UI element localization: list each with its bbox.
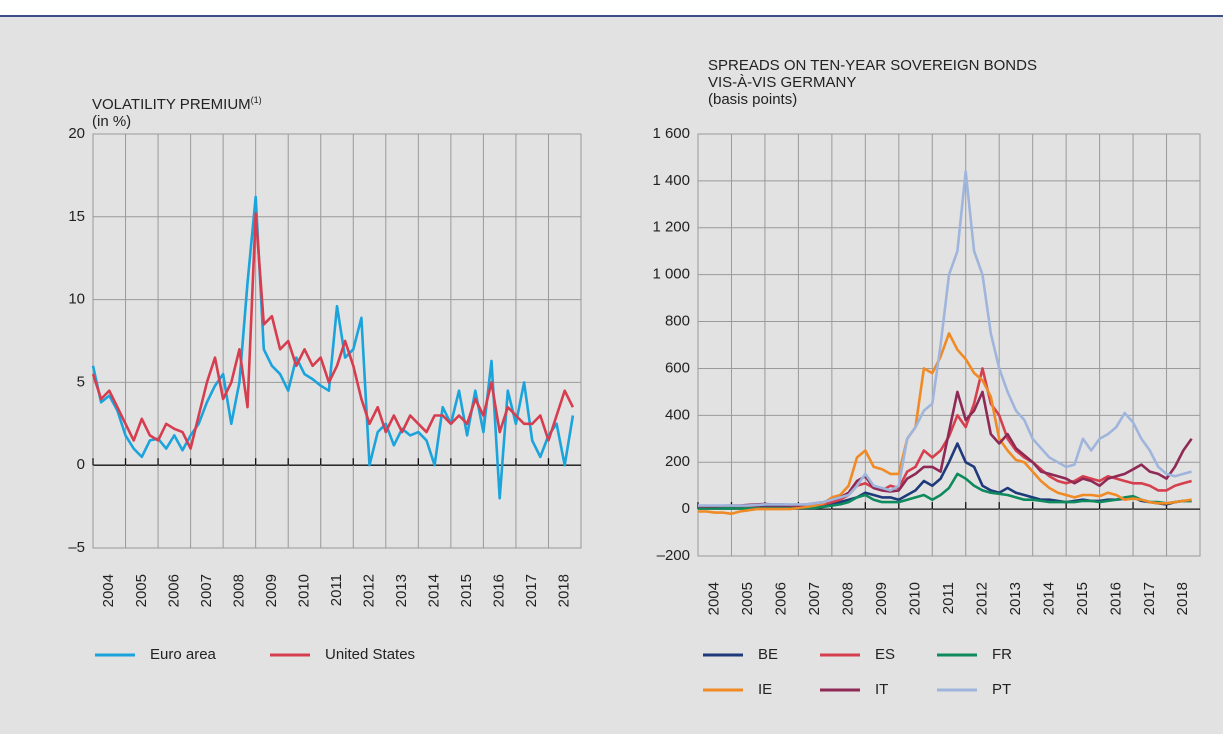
x-tick-label: 2006	[773, 582, 790, 615]
series-line	[698, 170, 1192, 507]
y-tick-label: 1 000	[652, 266, 690, 283]
x-tick-label: 2008	[230, 574, 247, 607]
x-tick-label: 2015	[458, 574, 475, 607]
x-tick-label: 2009	[263, 574, 280, 607]
x-tick-label: 2013	[1007, 582, 1024, 615]
x-tick-label: 2009	[873, 582, 890, 615]
x-tick-label: 2017	[523, 574, 540, 607]
y-tick-label: 1 400	[652, 172, 690, 189]
top-bar	[0, 0, 1223, 17]
chart-subtitle: (in %)	[92, 113, 132, 130]
title-note: (1)	[250, 95, 262, 105]
x-tick-label: 2014	[426, 574, 443, 607]
x-tick-label: 2015	[1074, 582, 1091, 615]
y-tick-label: 800	[665, 313, 690, 330]
x-tick-label: 2010	[907, 582, 924, 615]
legend-label: United States	[325, 646, 415, 663]
y-tick-label: 1 200	[652, 219, 690, 236]
x-tick-label: 2011	[940, 582, 957, 614]
legend-label: IE	[758, 681, 772, 698]
y-tick-label: 600	[665, 359, 690, 376]
x-tick-label: 2011	[328, 574, 345, 606]
x-tick-label: 2018	[1174, 582, 1191, 615]
x-tick-label: 2017	[1141, 582, 1158, 615]
chart-title-block: VOLATILITY PREMIUM(1) (in %)	[92, 92, 262, 130]
x-tick-label: 2007	[806, 582, 823, 615]
x-tick-label: 2016	[1107, 582, 1124, 615]
series-line	[698, 332, 1192, 516]
series-line	[698, 367, 1192, 510]
x-tick-label: 2007	[198, 574, 215, 607]
plot-frame	[92, 133, 582, 549]
x-tick-label: 2012	[973, 582, 990, 615]
x-tick-label: 2008	[840, 582, 857, 615]
x-tick-label: 2014	[1040, 582, 1057, 615]
y-tick-label: 20	[68, 125, 85, 142]
legend-label: Euro area	[150, 646, 217, 663]
y-tick-label: 0	[77, 456, 85, 473]
x-tick-label: 2016	[491, 574, 508, 607]
x-tick-label: 2012	[361, 574, 378, 607]
legend-label: BE	[758, 646, 778, 663]
legend-label: PT	[992, 681, 1011, 698]
plot-frame	[697, 133, 1201, 557]
x-tick-label: 2004	[706, 582, 723, 615]
chart-title: SPREADS ON TEN-YEAR SOVEREIGN BONDS VIS-…	[708, 57, 1037, 91]
y-tick-label: 5	[77, 373, 85, 390]
y-tick-label: 1 600	[652, 125, 690, 142]
legend-label: FR	[992, 646, 1012, 663]
series-line	[91, 195, 575, 500]
series-line	[698, 390, 1193, 508]
chart-subtitle: (basis points)	[708, 91, 798, 108]
y-tick-label: 400	[665, 406, 690, 423]
y-tick-label: 15	[68, 208, 85, 225]
x-tick-label: 2004	[100, 574, 117, 607]
series-line	[91, 212, 575, 450]
x-tick-label: 2013	[393, 574, 410, 607]
chart-title-block: SPREADS ON TEN-YEAR SOVEREIGN BONDS VIS-…	[708, 57, 1048, 108]
x-tick-label: 2006	[165, 574, 182, 607]
legend-label: ES	[875, 646, 895, 663]
x-tick-label: 2010	[295, 574, 312, 607]
legend-label: IT	[875, 681, 888, 698]
y-tick-label: –200	[657, 547, 690, 564]
y-tick-label: –5	[68, 539, 85, 556]
x-tick-label: 2005	[739, 582, 756, 615]
chart-title: VOLATILITY PREMIUM	[92, 96, 251, 113]
y-tick-label: 200	[665, 453, 690, 470]
y-tick-label: 0	[682, 500, 690, 517]
x-tick-label: 2018	[556, 574, 573, 607]
y-tick-label: 10	[68, 291, 85, 308]
x-tick-label: 2005	[133, 574, 150, 607]
